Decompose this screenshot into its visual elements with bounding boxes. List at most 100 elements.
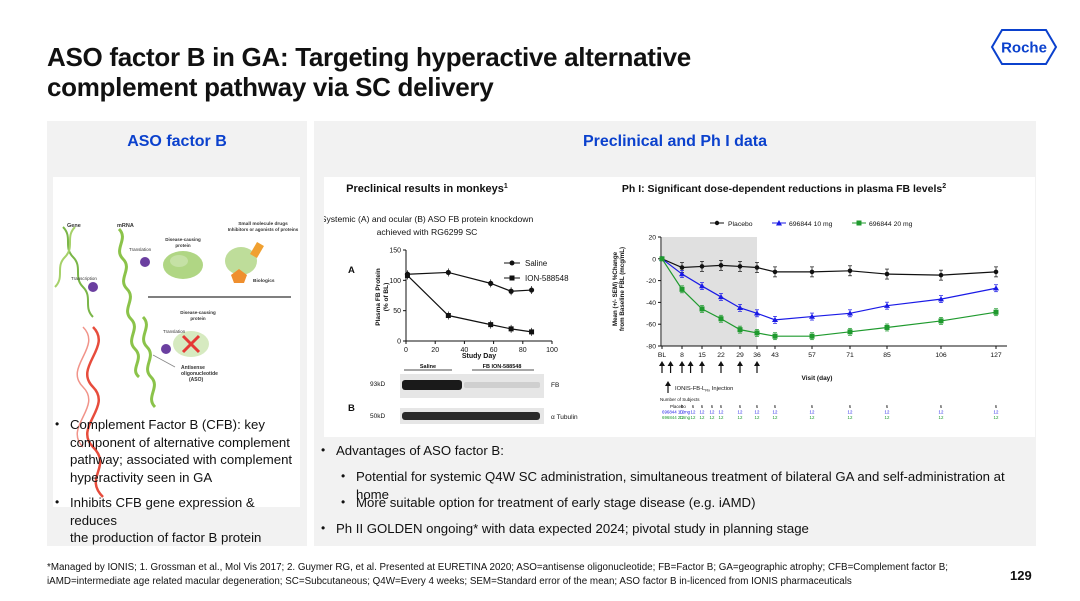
- left-bullet-1: Complement Factor B (CFB): key component…: [55, 416, 305, 486]
- monkey-chart-series: [404, 268, 535, 336]
- mrna-strand-icon-3: [141, 315, 157, 409]
- right-panel-heading: Preclinical and Ph I data: [582, 133, 768, 150]
- monkey-ytick-label: 50: [393, 308, 401, 315]
- subjects-cell: 12: [848, 415, 853, 420]
- ph1-point: [809, 333, 815, 339]
- ph1-ytick-label: -80: [646, 344, 656, 351]
- subjects-cell: 12: [691, 410, 696, 415]
- monkey-subtitle-1: Systemic (A) and ocular (B) ASO FB prote…: [324, 214, 533, 224]
- monkey-point: [445, 313, 451, 319]
- ph1-ylabel-1: Mean (+/- SEM) %Change: [612, 251, 619, 326]
- monkey-subtitle-2: achieved with RG6299 SC: [377, 227, 478, 237]
- gene-label: Gene: [67, 223, 81, 229]
- ph1-point: [884, 271, 890, 277]
- subjects-cell: 6: [886, 404, 889, 409]
- ph1-xtick-label: 29: [736, 352, 744, 359]
- left-bullet-1-line4: hyperactivity seen in GA: [70, 469, 213, 485]
- ph1-point: [718, 263, 724, 268]
- ph1-point: [847, 310, 853, 316]
- right-bullet-main-1: Advantages of ASO factor B:: [321, 442, 1026, 460]
- ph1-xtick-label: 57: [808, 352, 816, 359]
- monkey-point: [529, 329, 535, 335]
- ph1-ytick-label: 20: [648, 235, 656, 242]
- ph1-point: [993, 285, 999, 291]
- ph1-xtick-label: BL: [658, 352, 667, 359]
- ph1-point: [679, 265, 685, 270]
- subjects-row-label: 696844 10 mg: [662, 410, 691, 415]
- subjects-header: Number of Subjects: [660, 397, 700, 402]
- ph1-xlabel: Visit (day): [802, 375, 833, 382]
- dosing-arrow-head: [687, 361, 694, 366]
- drug-icon: [225, 241, 264, 283]
- ph1-point: [884, 302, 890, 308]
- dosing-arrow-head: [754, 361, 760, 366]
- dosing-arrow-head: [737, 361, 743, 366]
- ph1-point: [737, 264, 743, 269]
- dosing-arrow-head: [659, 361, 665, 366]
- monkey-ytick-label: 0: [397, 339, 401, 346]
- subjects-cell: 12: [710, 415, 715, 420]
- monkey-point: [404, 272, 410, 278]
- left-bullet-1-line2: component of alternative complement: [70, 434, 290, 450]
- dosing-arrow-head: [718, 361, 724, 366]
- injection-legend: IONIS-FB-LRx Injection: [665, 381, 733, 393]
- western-blot: Saline FB ION-588548 93kD 50kD FB α Tubu…: [370, 364, 578, 424]
- ph1-series-line: [661, 258, 997, 321]
- dosing-arrows: [659, 361, 760, 373]
- ph1-point: [699, 264, 705, 269]
- slide-title-line1: ASO factor B in GA: Targeting hyperactiv…: [47, 42, 691, 72]
- ph1-xtick-label: 15: [698, 352, 706, 359]
- blot-fb-ion-label: FB ION-588548: [483, 364, 522, 370]
- monkey-series-line: [407, 271, 532, 292]
- subjects-cell: 6: [692, 404, 695, 409]
- ph1-point: [938, 318, 944, 324]
- subjects-cell: 12: [691, 415, 696, 420]
- subjects-cell: 12: [700, 415, 705, 420]
- data-figure-svg: Preclinical results in monkeys1 Systemic…: [321, 183, 1007, 424]
- dosing-arrow-head: [667, 361, 674, 366]
- footnote: *Managed by IONIS; 1. Grossman et al., M…: [47, 561, 967, 589]
- monkey-legend: Saline ION-588548: [504, 259, 569, 283]
- ph1-point: [772, 333, 778, 339]
- ph1-point: [993, 309, 999, 315]
- subjects-cell: 6: [940, 404, 943, 409]
- ph1-legend: Placebo 696844 10 mg 696844 20 mg: [710, 220, 913, 228]
- subjects-cell: 12: [719, 415, 724, 420]
- ph1-point: [659, 256, 665, 262]
- monkey-chart-ticks: 0 20 40 60 80 100 0 50 100 150: [389, 248, 558, 355]
- mrna-label: mRNA: [117, 223, 134, 229]
- ph1-xtick-label: 71: [846, 352, 854, 359]
- disease-protein-label-2: Disease-causing: [180, 310, 216, 315]
- subjects-cell: 12: [710, 410, 715, 415]
- subjects-cell: 12: [738, 415, 743, 420]
- subjects-row-label: 696844 20 mg: [662, 415, 691, 420]
- ph1-xtick-label: 106: [935, 352, 947, 359]
- monkey-point: [508, 288, 514, 294]
- dosing-arrow-head: [699, 361, 705, 366]
- monkey-xtick-label: 0: [404, 347, 408, 354]
- ph1-legend-20mg: 696844 20 mg: [869, 221, 913, 228]
- ph1-ytick-label: -40: [646, 300, 656, 307]
- footnote-line1: *Managed by IONIS; 1. Grossman et al., M…: [47, 562, 949, 573]
- ph1-point: [993, 269, 999, 275]
- subjects-cell: 12: [700, 410, 705, 415]
- fb-label: FB: [551, 382, 559, 389]
- subjects-cell: 12: [738, 410, 743, 415]
- data-figure: Preclinical results in monkeys1 Systemic…: [321, 177, 1035, 437]
- ph1-ytick-label: -60: [646, 322, 656, 329]
- subjects-cell: 12: [773, 410, 778, 415]
- ph1-point: [772, 269, 778, 275]
- translation-label: Translation: [129, 247, 152, 252]
- ph1-xtick-label: 127: [990, 352, 1002, 359]
- subjects-cell: 12: [994, 410, 999, 415]
- subjects-cell: 12: [848, 410, 853, 415]
- ribosome-icon: [140, 257, 150, 267]
- monkey-xtick-label: 60: [490, 347, 498, 354]
- ribosome-icon-3: [161, 344, 171, 354]
- subjects-cell: 6: [711, 404, 714, 409]
- blocked-protein-icon: [173, 331, 209, 357]
- ph1-legend-placebo: Placebo: [728, 221, 753, 228]
- dosing-arrow-head: [679, 361, 685, 366]
- subjects-cell: 12: [773, 415, 778, 420]
- monkey-title: Preclinical results in monkeys1: [346, 183, 508, 195]
